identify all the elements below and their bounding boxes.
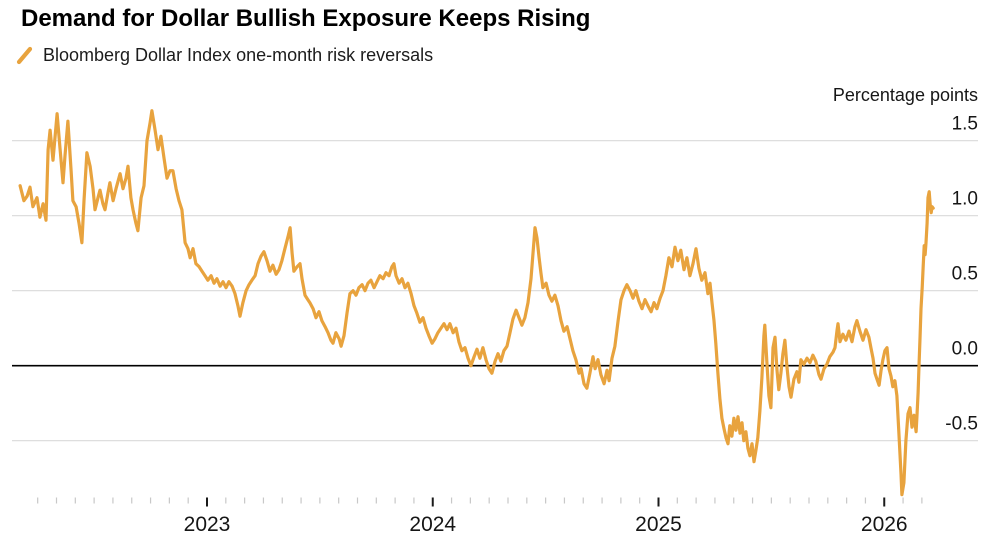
legend-label: Bloomberg Dollar Index one-month risk re… <box>43 45 434 65</box>
y-axis-title: Percentage points <box>832 85 978 105</box>
legend-slash-stroke <box>16 46 33 64</box>
chart-title: Demand for Dollar Bullish Exposure Keeps… <box>21 5 591 32</box>
x-tick-label: 2024 <box>409 513 456 536</box>
y-tick-label: 0.0 <box>952 339 978 360</box>
x-tick-label: 2025 <box>635 513 682 536</box>
legend: Bloomberg Dollar Index one-month risk re… <box>15 45 433 66</box>
legend-slash-icon <box>16 46 33 64</box>
y-tick-label: -0.5 <box>945 414 978 435</box>
risk-reversals-line <box>18 109 935 497</box>
x-tick-label: 2023 <box>184 513 231 536</box>
y-tick-label: 1.5 <box>952 114 978 135</box>
x-tick-label: 2026 <box>861 513 908 536</box>
y-tick-label: 0.5 <box>952 264 978 285</box>
y-tick-label: 1.0 <box>952 189 978 210</box>
